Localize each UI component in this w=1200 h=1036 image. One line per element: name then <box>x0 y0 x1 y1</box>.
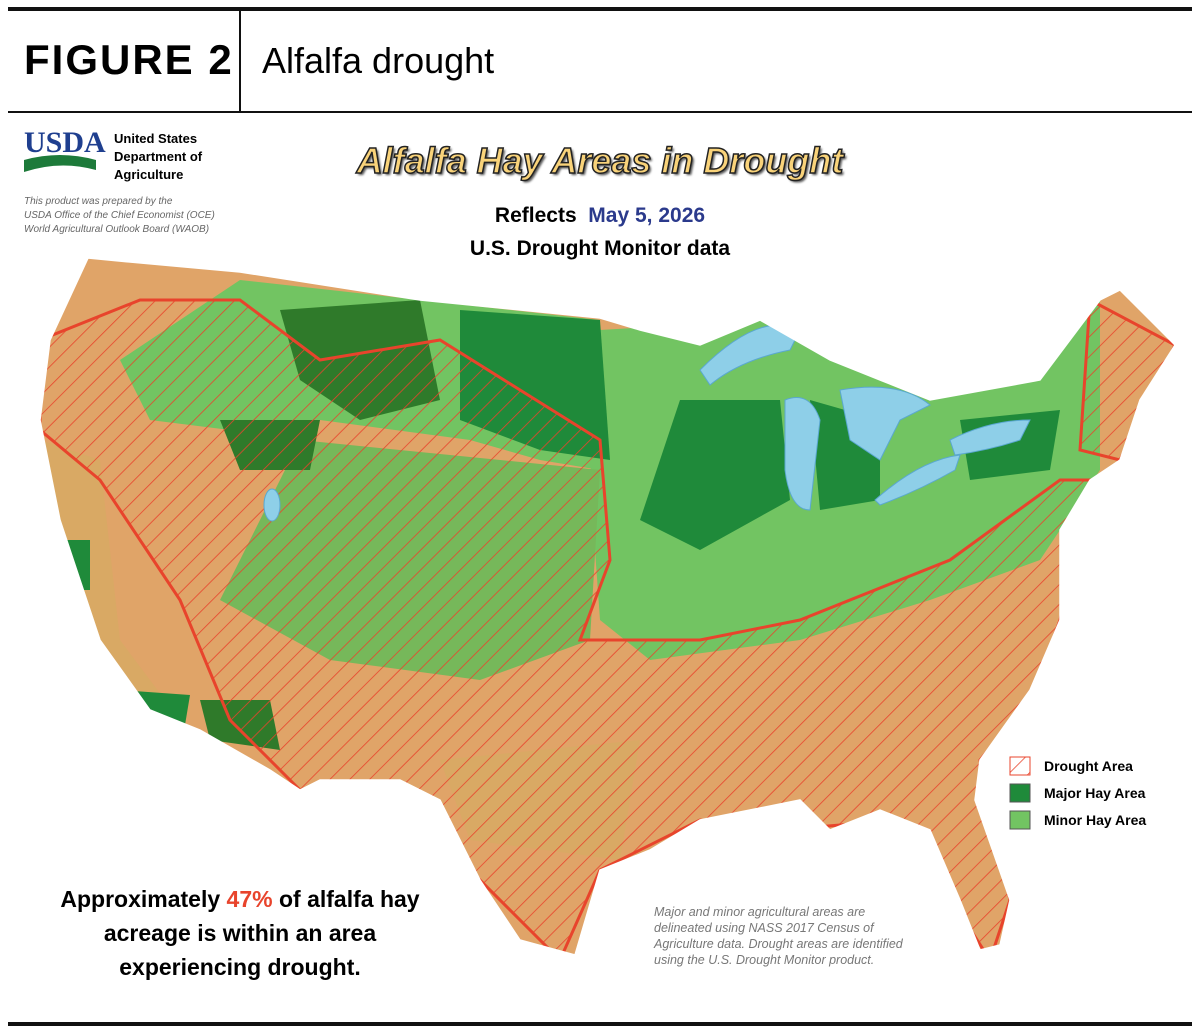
us-outline <box>39 257 1176 956</box>
lake <box>874 454 961 506</box>
map-title: Alfalfa Hay Areas in Drought <box>356 139 844 182</box>
legend-label: Major Hay Area <box>1044 785 1146 801</box>
legend-swatch-minor <box>1009 810 1031 830</box>
lake <box>784 397 821 511</box>
agency-line: United States <box>114 131 198 146</box>
map-subtitle-line2: U.S. Drought Monitor data <box>469 237 731 260</box>
legend-label: Drought Area <box>1044 758 1133 774</box>
agency-line: Department of <box>114 149 203 164</box>
logo-wave <box>24 155 96 172</box>
map-subtitle: Reflects May 5, 2026 <box>300 204 900 228</box>
credit-line: World Agricultural Outlook Board (WAOB) <box>24 224 210 235</box>
credit-line: USDA Office of the Chief Economist (OCE) <box>24 210 215 221</box>
usda-logo: USDA <box>24 126 106 172</box>
lake <box>839 386 931 461</box>
summary: Approximately 47% of alfalfa hay acreage… <box>40 882 440 984</box>
lake <box>263 488 281 522</box>
logo-mark: USDA <box>24 126 106 159</box>
source-note: Major and minor agricultural areas are d… <box>654 905 903 967</box>
legend-swatch-major <box>1009 783 1031 803</box>
major-hay <box>120 690 190 725</box>
legend-swatch-drought <box>1009 756 1031 776</box>
figure-title: Alfalfa drought <box>262 40 495 81</box>
major-hay <box>640 400 790 550</box>
subtitle-date: May 5, 2026 <box>588 204 706 227</box>
summary-highlight: 47% <box>226 886 273 912</box>
summary-text: of alfalfa hay acreage is within an area… <box>103 886 420 980</box>
summary-text: Approximately <box>60 886 221 912</box>
figure-label: FIGURE 2 <box>24 36 234 83</box>
lake <box>949 419 1031 456</box>
subtitle-prefix: Reflects <box>494 204 577 227</box>
legend-label: Minor Hay Area <box>1044 812 1147 828</box>
credit-line: This product was prepared by the <box>24 196 173 207</box>
us-map <box>40 258 1175 955</box>
agency-line: Agriculture <box>114 167 184 182</box>
